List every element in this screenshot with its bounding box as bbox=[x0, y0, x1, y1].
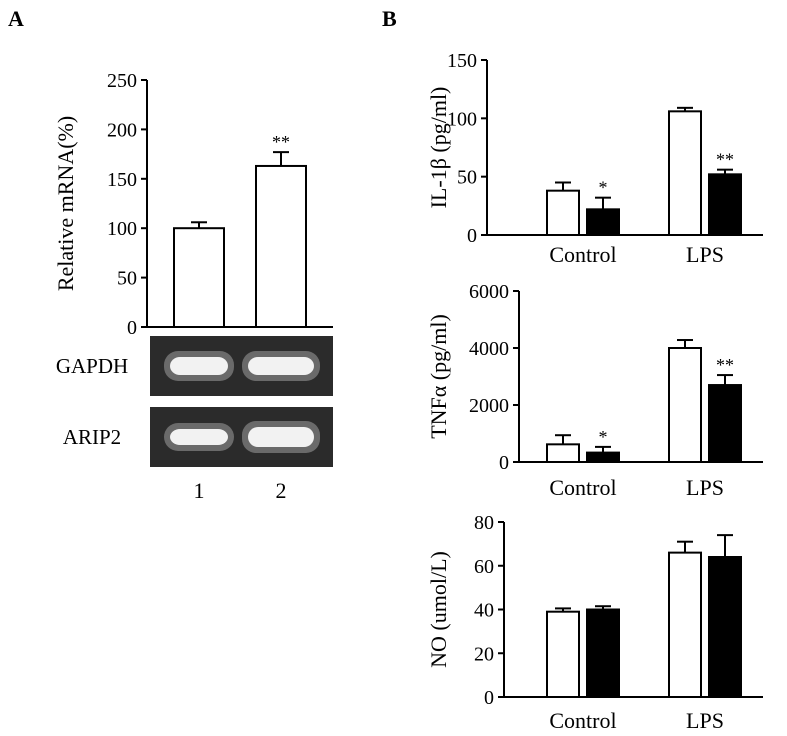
gel-band bbox=[170, 429, 228, 445]
y-tick-label: 200 bbox=[107, 119, 137, 141]
y-tick-label: 50 bbox=[457, 167, 477, 189]
bar bbox=[586, 608, 620, 698]
bar bbox=[546, 443, 580, 463]
bar bbox=[546, 189, 580, 237]
x-category-label: 2 bbox=[276, 478, 287, 503]
significance-marker: ** bbox=[716, 150, 734, 170]
bar bbox=[668, 347, 702, 463]
bar bbox=[708, 384, 742, 463]
gel-band bbox=[248, 357, 314, 375]
y-tick-label: 0 bbox=[467, 225, 477, 247]
x-category-label: LPS bbox=[686, 708, 724, 733]
bar bbox=[586, 208, 620, 236]
y-tick-label: 40 bbox=[474, 600, 494, 622]
gel-row: GAPDH bbox=[56, 336, 333, 396]
y-axis-label: NO (umol/L) bbox=[426, 551, 451, 668]
bar bbox=[586, 451, 620, 464]
chart-a: 0 50 100 150 200 250 Relative mRNA(%) 1 ** 2 GAPDH… bbox=[53, 70, 333, 503]
significance-marker: * bbox=[599, 427, 608, 447]
y-tick-label: 80 bbox=[474, 512, 494, 534]
bar bbox=[668, 110, 702, 236]
y-tick-label: 20 bbox=[474, 643, 494, 665]
y-tick-label: 2000 bbox=[469, 395, 509, 417]
y-tick-label: 150 bbox=[447, 50, 477, 72]
y-tick-label: 150 bbox=[107, 169, 137, 191]
significance-marker: ** bbox=[272, 132, 290, 152]
y-axis-label: TNFα (pg/ml) bbox=[426, 314, 451, 439]
bar bbox=[173, 227, 225, 328]
y-tick-label: 0 bbox=[499, 452, 509, 474]
x-category-label: LPS bbox=[686, 242, 724, 267]
gel-row-label: GAPDH bbox=[56, 354, 128, 378]
x-category-label: 1 bbox=[194, 478, 205, 503]
bar bbox=[708, 173, 742, 236]
significance-marker: * bbox=[599, 178, 608, 198]
gel-band bbox=[248, 427, 314, 447]
chart-b1: 0 50 100 150 IL-1β (pg/ml) * Control ** LPS bbox=[426, 50, 763, 267]
y-tick-label: 0 bbox=[484, 687, 494, 709]
y-tick-label: 50 bbox=[117, 268, 137, 290]
y-tick-label: 100 bbox=[447, 108, 477, 130]
bar bbox=[708, 556, 742, 698]
panel-letter-a: A bbox=[8, 6, 24, 31]
bar bbox=[546, 610, 580, 698]
y-axis-label: IL-1β (pg/ml) bbox=[426, 87, 451, 209]
gel-row-label: ARIP2 bbox=[63, 425, 121, 449]
bar bbox=[668, 551, 702, 698]
y-tick-label: 250 bbox=[107, 70, 137, 92]
x-category-label: Control bbox=[549, 475, 616, 500]
x-category-label: LPS bbox=[686, 475, 724, 500]
y-tick-label: 60 bbox=[474, 556, 494, 578]
y-tick-label: 0 bbox=[127, 317, 137, 339]
x-category-label: Control bbox=[549, 242, 616, 267]
y-axis-label: Relative mRNA(%) bbox=[53, 116, 78, 291]
gel-row: ARIP2 bbox=[63, 407, 333, 467]
gel-band bbox=[170, 357, 228, 375]
x-category-label: Control bbox=[549, 708, 616, 733]
chart-b3: 0 20 40 60 80 NO (umol/L) Control LPS bbox=[426, 512, 763, 733]
y-tick-label: 100 bbox=[107, 218, 137, 240]
panel-letter-b: B bbox=[382, 6, 397, 31]
bar bbox=[255, 164, 307, 328]
y-tick-label: 4000 bbox=[469, 338, 509, 360]
y-tick-label: 6000 bbox=[469, 281, 509, 303]
significance-marker: ** bbox=[716, 355, 734, 375]
chart-b2: 0 2000 4000 6000 TNFα (pg/ml) * Control ** LPS bbox=[426, 281, 763, 500]
